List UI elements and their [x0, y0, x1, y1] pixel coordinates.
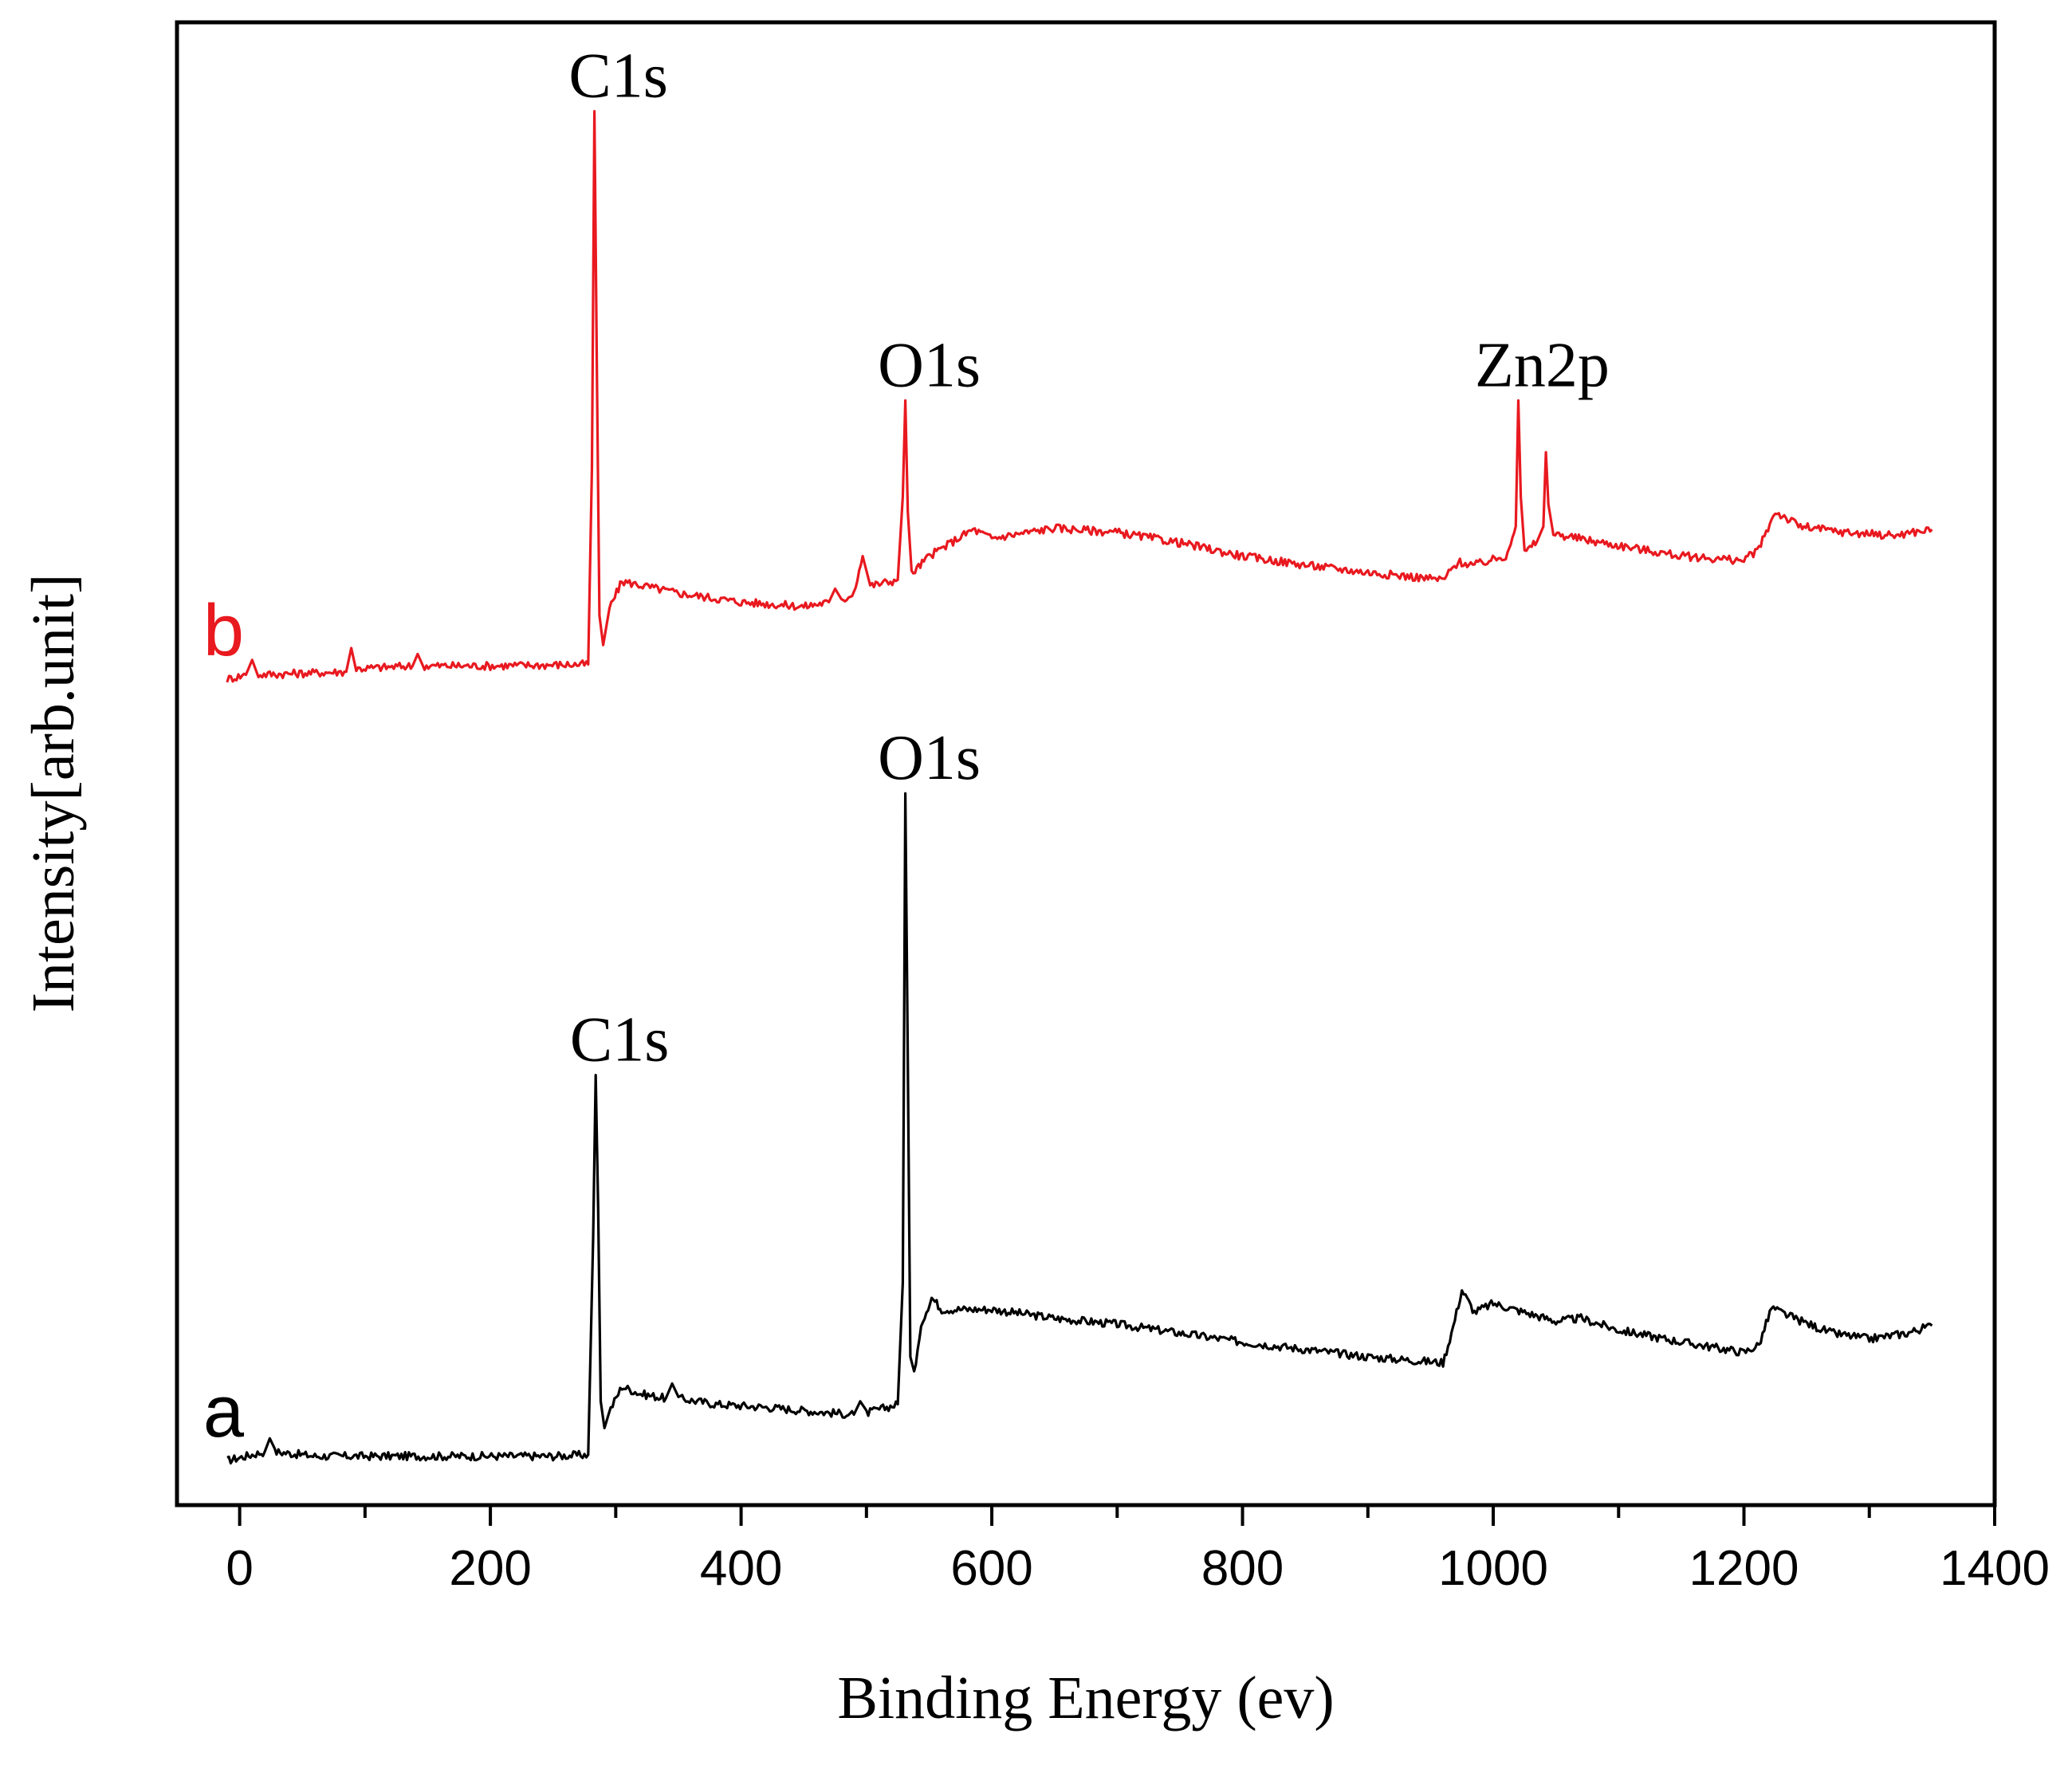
- series-line-a: [226, 792, 1933, 1465]
- series-layer: [226, 110, 1933, 1465]
- series-label-b: b: [203, 590, 244, 671]
- x-axis-title: Binding Energy (ev): [837, 1665, 1334, 1732]
- x-tick-label: 200: [449, 1541, 531, 1596]
- x-axis-ticks: [238, 1505, 1996, 1526]
- x-tick-label: 800: [1201, 1541, 1284, 1596]
- series-line-b: [226, 110, 1933, 683]
- peak-label: Zn2p: [1475, 330, 1610, 400]
- plot-frame: [175, 20, 1997, 1508]
- series-label-layer: ab: [203, 590, 245, 1452]
- x-tick-label: 400: [700, 1541, 782, 1596]
- annotation-layer: C1s O1s Zn2p O1s C1s: [568, 41, 1610, 1075]
- x-tick-label: 1000: [1438, 1541, 1548, 1596]
- x-tick-label: 1200: [1689, 1541, 1799, 1596]
- x-axis-tick-labels: 0 200 400 600 800 1000 1200 1400: [226, 1541, 2050, 1596]
- series-label-a: a: [203, 1371, 245, 1452]
- y-axis-title: Intensity[arb.unit]: [20, 574, 87, 1013]
- peak-label: O1s: [878, 723, 981, 793]
- peak-label: O1s: [878, 330, 981, 400]
- peak-label: C1s: [568, 41, 668, 112]
- x-tick-label: 0: [226, 1541, 253, 1596]
- x-tick-label: 600: [950, 1541, 1032, 1596]
- x-tick-label: 1400: [1940, 1541, 2050, 1596]
- peak-label: C1s: [570, 1005, 670, 1075]
